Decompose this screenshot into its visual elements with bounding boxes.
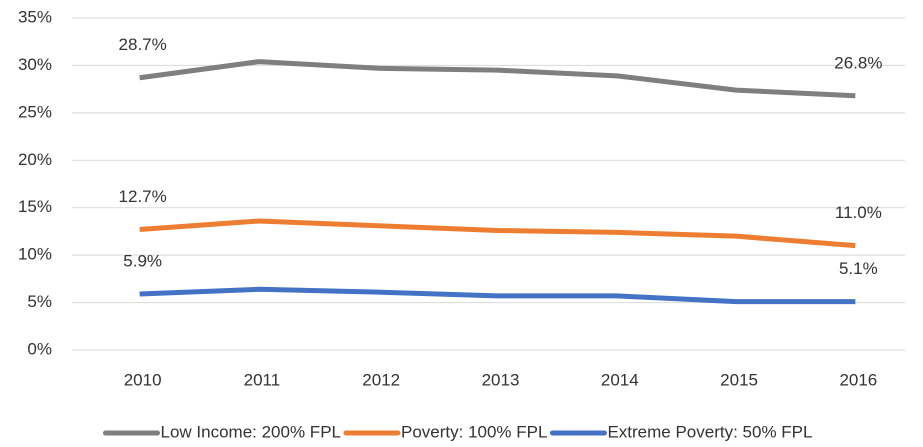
x-tick-label: 2013 — [482, 370, 520, 389]
y-tick-label: 35% — [18, 7, 52, 26]
y-tick-label: 10% — [18, 245, 52, 264]
x-tick-label: 2010 — [124, 370, 162, 389]
y-tick-label: 30% — [18, 55, 52, 74]
x-tick-label: 2012 — [362, 370, 400, 389]
data-label: 5.1% — [839, 259, 878, 278]
x-tick-label: 2014 — [601, 370, 639, 389]
y-tick-label: 25% — [18, 102, 52, 121]
legend-label: Low Income: 200% FPL — [161, 422, 341, 441]
series-line — [139, 286, 856, 305]
y-tick-label: 15% — [18, 197, 52, 216]
x-tick-label: 2016 — [839, 370, 877, 389]
legend-label: Poverty: 100% FPL — [401, 422, 547, 441]
y-tick-label: 0% — [27, 339, 52, 358]
series-line — [139, 59, 856, 99]
data-label: 26.8% — [834, 53, 882, 72]
data-label: 28.7% — [119, 35, 167, 54]
data-label: 5.9% — [123, 252, 162, 271]
x-tick-label: 2011 — [244, 370, 281, 389]
y-tick-label: 5% — [27, 292, 52, 311]
series-line — [139, 218, 856, 249]
x-tick-label: 2015 — [720, 370, 758, 389]
data-label: 12.7% — [119, 187, 167, 206]
data-label: 11.0% — [835, 203, 882, 222]
y-tick-label: 20% — [18, 150, 52, 169]
legend-label: Extreme Poverty: 50% FPL — [607, 422, 812, 441]
